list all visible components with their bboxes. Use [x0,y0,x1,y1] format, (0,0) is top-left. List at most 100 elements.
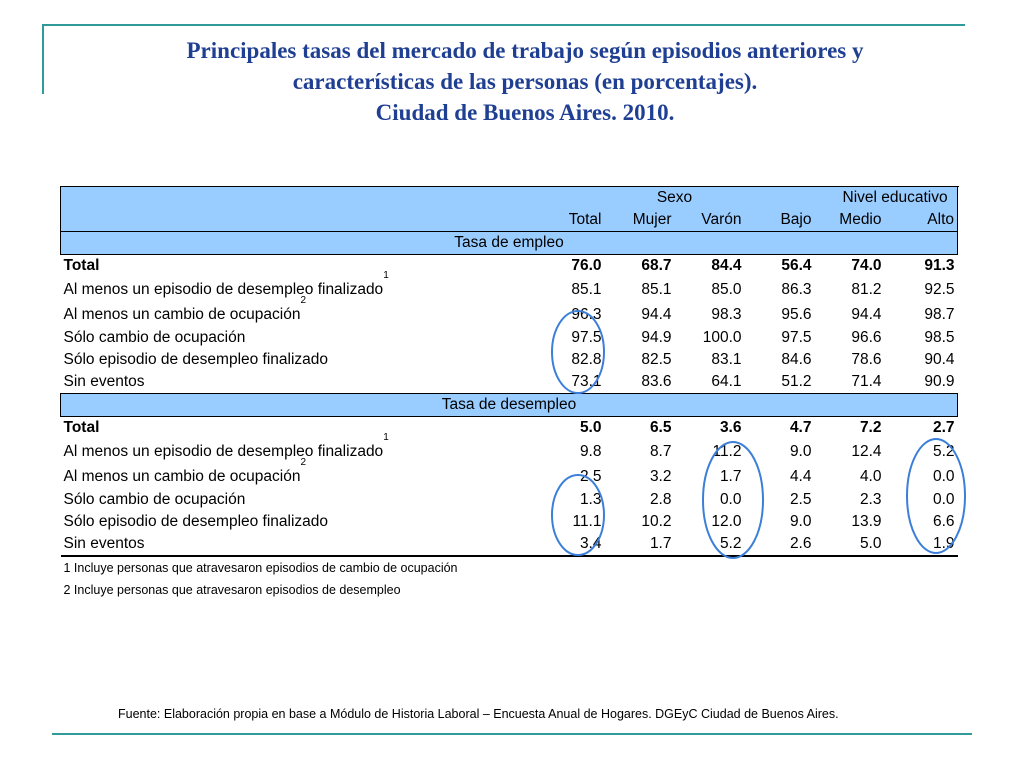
value-cell: 82.8 [571,351,602,368]
value-cell: 76.0 [571,257,602,274]
header-group-row: Sexo Nivel educativo [60,186,958,209]
footnote-row: 2 Incluye personas que atravesaron episo… [61,579,958,601]
value-cell: 7.2 [859,419,882,436]
table-row: Total 76.0 68.7 84.4 56.4 74.0 91.3 [61,255,958,278]
value-cell: 5.2 [674,533,745,557]
value-cell: 11.2 [712,442,742,460]
footnote-ref: 2 [300,294,307,306]
value-cell: 12.4 [851,442,882,460]
table-row: Sin eventos 3.4 1.7 5.2 2.6 5.0 1.9 [60,533,958,557]
table-row: Total 5.0 6.5 3.6 4.7 7.2 2.7 [61,417,958,440]
table-row: Sólo cambio de ocupación 97.5 94.9 100.0 97.… [61,327,958,349]
value-cell: 83.1 [711,351,742,368]
footnote-row: 1 Incluye personas que atravesaron episo… [61,556,958,579]
value-cell: 96.3 [571,305,602,323]
row-label-cell: Total [61,255,547,278]
value-cell: 1.3 [579,491,602,508]
value-cell: 94.4 [851,305,882,323]
value-cell: 90.9 [924,373,955,390]
labor-market-table: Sexo Nivel educativo Total Mujer Varón B… [59,186,959,601]
value-cell: 2.3 [859,491,882,508]
footnote-ref: 1 [383,269,389,281]
title-line-2: características de las personas (en porc… [292,69,758,94]
row-label: Total [63,257,100,274]
value-cell: 0.0 [932,467,955,485]
value-cell: 2.6 [744,533,815,557]
row-label-cell: Sólo cambio de ocupación [61,327,547,349]
value-cell: 5.2 [932,442,955,460]
col-header: Alto [884,209,959,232]
row-label: Sin eventos [63,535,145,552]
value-cell: 8.7 [649,442,672,460]
value-cell: 13.9 [851,513,882,530]
col-header: Bajo [744,209,815,232]
value-cell: 98.5 [924,329,955,346]
row-label-cell: Sólo episodio de desempleo finalizado [61,349,547,371]
row-label-cell: Al menos un cambio de ocupación2 [61,457,547,489]
value-cell: 6.5 [649,419,672,436]
value-cell: 10.2 [641,513,672,530]
value-cell: 5.0 [814,533,885,557]
value-cell: 9.0 [789,513,812,530]
value-cell: 3.4 [546,533,605,557]
value-cell: 51.2 [781,373,812,390]
row-label: Sin eventos [63,373,145,390]
footnote-text: 2 Incluye personas que atravesaron episo… [63,583,401,597]
value-cell: 2.7 [932,419,955,436]
title-line-3: Ciudad de Buenos Aires. 2010. [375,100,675,125]
row-label-cell: Al menos un episodio de desempleo finali… [61,432,547,464]
row-label: Sólo cambio de ocupación [63,491,246,508]
row-label-cell: Sólo episodio de desempleo finalizado [61,511,547,533]
frame-top-line [42,24,965,26]
value-cell: 6.6 [932,513,955,530]
value-cell: 1.7 [604,533,675,557]
header-nivel-educativo: Nivel educativo [814,186,958,209]
row-label-cell: Al menos un episodio de desempleo finali… [61,270,547,302]
value-cell: 85.1 [641,280,672,298]
footnote-ref: 1 [383,431,389,443]
value-cell: 56.4 [781,257,812,274]
row-label-cell: Sólo cambio de ocupación [61,489,547,511]
value-cell: 91.3 [924,257,955,274]
value-cell: 2.5 [789,491,812,508]
value-cell: 86.3 [781,280,812,298]
value-cell: 98.7 [924,305,955,323]
row-label: Total [63,419,100,436]
value-cell: 12.0 [711,513,742,530]
value-cell: 71.4 [851,373,882,390]
value-cell: 95.6 [781,305,812,323]
value-cell: 85.1 [571,280,602,298]
value-cell: 1.9 [884,533,958,557]
value-cell: 83.6 [641,373,672,390]
table-row: Sólo episodio de desempleo finalizado 82.… [61,349,958,371]
table-row: Al menos un episodio de desempleo finali… [61,270,958,302]
value-cell: 2.8 [649,491,672,508]
section-title: Tasa de desempleo [59,393,959,417]
table-row: Sólo episodio de desempleo finalizado 11.… [61,511,958,533]
row-label-cell: Sin eventos [61,371,547,394]
value-cell: 84.4 [711,257,742,274]
row-label: Al menos un episodio de desempleo finali… [63,280,384,298]
value-cell: 78.6 [851,351,882,368]
value-cell: 100.0 [702,329,742,346]
value-cell: 81.2 [851,280,882,298]
col-header: Total [546,209,605,232]
frame-bottom-line [52,733,972,735]
row-label-cell: Sin eventos [60,533,547,557]
section-title: Tasa de empleo [59,231,959,255]
row-label: Sólo cambio de ocupación [63,329,246,346]
value-cell: 82.5 [641,351,672,368]
value-cell: 9.0 [789,442,812,460]
value-cell: 90.4 [924,351,955,368]
value-cell: 4.0 [859,467,882,485]
value-cell: 68.7 [641,257,672,274]
table-row: Al menos un cambio de ocupación2 2.5 3.2 1.… [61,457,958,489]
slide-title: Principales tasas del mercado de trabajo… [60,35,990,128]
value-cell: 64.1 [711,373,742,390]
source-note: Fuente: Elaboración propia en base a Mód… [118,707,839,721]
value-cell: 5.0 [579,419,602,436]
value-cell: 94.9 [641,329,672,346]
value-cell: 3.6 [719,419,742,436]
value-cell: 84.6 [781,351,812,368]
table-row: Al menos un episodio de desempleo finali… [61,432,958,464]
